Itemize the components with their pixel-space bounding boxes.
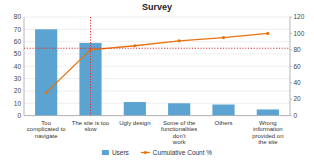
chart: Survey 0 10 20 30 40 50 60 70 80 0 20 40 60 80 100 120 To… (0, 0, 314, 160)
legend-marker (144, 151, 147, 154)
y-tick-label: 20 (14, 87, 22, 94)
x-tick-label-line: work (172, 139, 187, 145)
x-tick-label: Wronginformationprovided onthe site (252, 120, 283, 146)
x-tick-label-line: The site is too (72, 120, 110, 126)
grid-line (24, 41, 290, 42)
y-tick-label: 60 (14, 38, 22, 45)
grid-line (24, 53, 290, 54)
reference-line (24, 48, 290, 49)
legend-swatch (141, 152, 150, 153)
x-tick-label-line: Others (214, 120, 232, 126)
x-tick-label-line: Wrong (259, 120, 277, 126)
y2-tick-label: 0 (294, 112, 298, 119)
grid-line (24, 103, 290, 104)
y-tick-label: 0 (17, 112, 21, 119)
x-tick-label-line: slow (84, 126, 97, 132)
line (46, 33, 268, 92)
title: Survey (142, 2, 172, 12)
x-tick-label: Others (214, 120, 232, 126)
y-axis-line (24, 17, 25, 116)
legend-label: Cumulative Count % (153, 149, 212, 156)
legend: Users Cumulative Count % (102, 149, 212, 156)
y2-tick-label: 60 (294, 63, 302, 70)
x-tick-label-line: navigate (35, 133, 58, 139)
x-tick-label-line: the site (258, 139, 278, 145)
y-tick-label: 30 (14, 75, 22, 82)
grid-line (24, 17, 290, 18)
y-tick-label: 80 (14, 13, 22, 20)
x-tick-label-line: Ugly design (119, 120, 150, 126)
x-tick-label: The site is tooslow (72, 120, 110, 133)
bar (124, 102, 146, 116)
grid-line (24, 66, 290, 67)
line-marker (178, 39, 181, 42)
bar (168, 103, 190, 115)
grid-line (24, 78, 290, 79)
legend-swatch (102, 150, 109, 155)
bar (35, 29, 57, 115)
legend-item: Users (102, 149, 130, 156)
x-tick-label-line: Some of the (163, 120, 196, 126)
x-tick-label-line: functionalities (161, 126, 197, 132)
x-tick-label: Toocomplicated tonavigate (27, 120, 66, 139)
bar (257, 109, 279, 115)
line-marker (266, 32, 269, 35)
x-tick-label: Some of thefunctionalitiesdon'twork (161, 120, 197, 146)
y2-tick-label: 120 (294, 13, 305, 20)
grid-line (24, 115, 290, 116)
grid (24, 17, 290, 116)
x-tick-label: Ugly design (119, 120, 150, 126)
line-marker (222, 36, 225, 39)
y2-tick-label: 100 (294, 30, 305, 37)
x-tick-label-line: complicated to (27, 126, 66, 132)
grid-line (24, 90, 290, 91)
grid-line (24, 29, 290, 30)
line-marker (45, 91, 48, 94)
plot-area (24, 17, 290, 116)
bar (212, 105, 234, 116)
reference-line (90, 17, 91, 116)
y2-tick-label: 80 (294, 46, 302, 53)
y-tick-label: 70 (14, 26, 22, 33)
y-tick-label: 40 (14, 63, 22, 70)
x-tick-label-line: don't (173, 133, 186, 139)
x-axis-line (24, 115, 290, 116)
y2-tick-label: 40 (294, 79, 302, 86)
y-tick-label: 50 (14, 50, 22, 57)
x-tick-label-line: Too (41, 120, 51, 126)
x-tick-label-line: provided on (252, 133, 283, 139)
y-tick-label: 10 (14, 100, 22, 107)
legend-item: Cumulative Count % (141, 149, 212, 156)
y2-axis-line (290, 17, 291, 116)
x-tick-label-line: information (253, 126, 283, 132)
line-marker (133, 44, 136, 47)
legend-label: Users (112, 149, 130, 156)
y2-tick-label: 20 (294, 95, 302, 102)
